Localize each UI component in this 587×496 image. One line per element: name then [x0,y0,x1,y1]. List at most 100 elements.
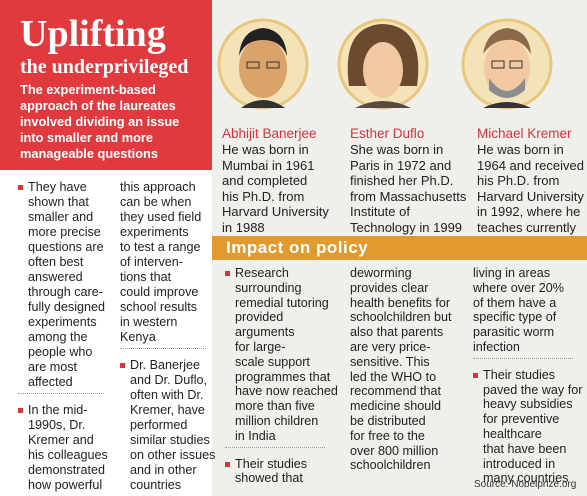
text-line: sensitive. This [350,354,430,369]
text-line: in India [235,428,276,443]
text-line: Kremer, have [130,403,205,417]
text-line: recommend that [350,384,441,399]
bullet [225,271,230,276]
text-line: that have been [483,441,567,456]
text-line: more precise [28,225,101,239]
bio-line: She was born in [350,142,444,157]
bio-line: Harvard University [222,204,329,219]
text-line: Dr. Banerjee [130,358,201,372]
text-line: surrounding [235,280,302,295]
text-line: living in areas [473,266,551,280]
description-line: into smaller and more [20,130,153,145]
bio-line: Mumbai in 1961 [222,157,315,173]
text-line: programmes that [235,369,331,384]
bullet [18,408,23,413]
source: Source: Nobelprize.org [474,479,577,490]
text-line: over 800 million [350,443,439,458]
text-line: Research [235,266,289,280]
text-line: heavy subsidies [483,397,573,412]
bio-line: in 1992, where he [477,204,581,219]
text-line: how powerful [28,478,103,492]
text-line: answered [28,270,83,284]
description-line: approach of the laureates [20,98,176,113]
bullet [225,461,230,467]
text-line: in western [120,315,178,329]
section-bar [212,236,587,260]
text-line: arguments [235,325,295,340]
text-line: and in other [130,463,197,477]
text-line: schoolchildren [350,458,431,473]
bio-line: from Massachusetts [350,188,467,204]
bio-line: Paris in 1972 and [350,157,452,173]
bio-line: and completed [222,173,308,188]
portrait [217,18,309,110]
text-line: often best [28,255,84,269]
text-line: they used field [120,210,202,224]
text-line: 1990s, Dr. [28,418,86,432]
text-line: are most [28,360,77,374]
text-line: deworming [350,266,412,280]
header-box [0,0,212,170]
text-line: questions are [28,240,104,254]
bio-line: his Ph.D. from [222,188,305,204]
bio-line: in 1988 [222,219,265,235]
text-line: Their studies [235,456,308,471]
text-line: where over 20% [473,280,565,295]
bullet [473,372,478,378]
laureate-name: Michael Kremer [477,126,572,141]
text-line: shown that [28,195,89,209]
laureate-name: Abhijit Banerjee [222,126,317,141]
bio-line: Institute of [350,204,410,219]
text-line: provides clear [350,280,429,295]
bio-line: Harvard University [477,188,584,204]
text-line: provided [235,310,284,325]
bullet [120,363,125,368]
text-line: of them have a [473,295,557,310]
text-line: Kenya [120,330,156,344]
text-line: They have [28,180,87,194]
text-line: performed [130,418,188,432]
text-line: also that parents [350,325,444,340]
text-line: experiments [28,315,97,329]
bio-line: 1964 and received [477,157,584,173]
text-line: infection [473,340,520,354]
separator [225,446,325,448]
text-line: affected [28,375,73,389]
text-line: introduced in [483,456,556,471]
text-line: health benefits for [350,295,451,310]
text-line: for preventive [483,412,560,427]
text-line: scale support [235,354,310,369]
bio-line: finished her Ph.D. [350,173,454,188]
title: Uplifting [20,13,166,55]
text-line: Kremer and [28,433,94,447]
text-line: people who [28,345,93,359]
text-line: experiments [120,225,189,239]
separator [18,393,104,394]
description-line: manageable questions [20,146,158,161]
text-line: for large- [235,340,286,354]
text-line: smaller and [28,210,94,224]
text-line: parasitic worm [473,325,555,340]
text-line: many countries [483,471,569,486]
subtitle: the underprivileged [20,56,189,78]
text-line: be distributed [350,414,426,428]
text-line: have now reached [235,384,338,399]
text-line: for free to the [350,428,425,443]
description-line: The experiment-based [20,82,156,97]
bio-line: He was born in [222,142,309,157]
text-line: through care- [28,285,103,299]
text-line: specific type of [473,310,557,325]
text-line: healthcare [483,427,542,441]
text-line: schoolchildren but [350,310,452,325]
text-line: led the WHO to [350,369,437,384]
text-line: million children [235,414,319,428]
portraits [217,18,553,110]
text-line: could improve [120,285,199,299]
portrait [461,18,553,110]
separator [120,348,206,349]
text-line: demonstrated [28,463,106,477]
text-line: countries [130,478,182,492]
bio-line: Technology in 1999 [350,219,463,235]
text-line: among the [28,330,88,344]
